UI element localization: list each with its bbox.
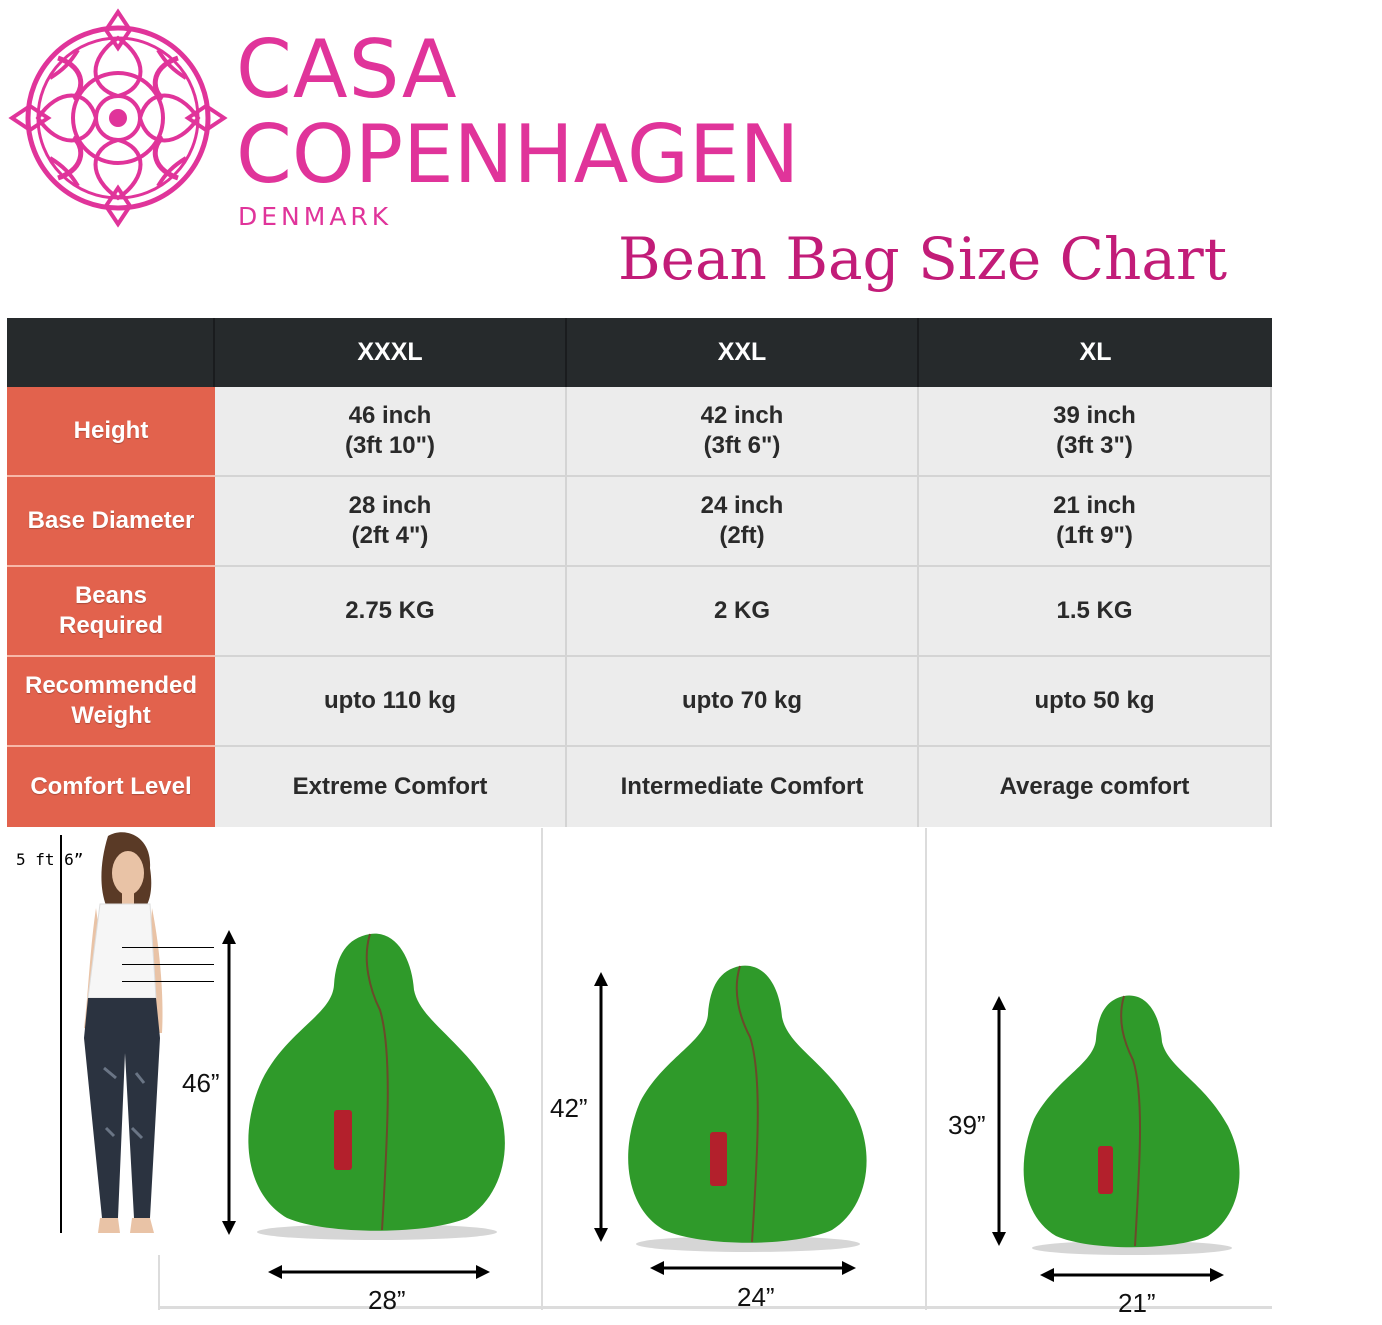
table-cell: upto 110 kg	[215, 657, 567, 747]
table-header-row: XXXL XXL XL	[7, 318, 1272, 387]
height-arrow-icon	[222, 930, 236, 1235]
column-header: XXL	[567, 318, 919, 387]
table-row: Recommended Weight upto 110 kg upto 70 k…	[7, 657, 1272, 747]
table-row: Base Diameter 28 inch (2ft 4") 24 inch (2f…	[7, 477, 1272, 567]
bean-bag-xxxl	[248, 933, 505, 1240]
table-cell: 1.5 KG	[919, 567, 1272, 657]
row-label: Recommended Weight	[7, 657, 215, 747]
table-cell: Intermediate Comfort	[567, 747, 919, 827]
column-header: XL	[919, 318, 1272, 387]
bag-height-label: 42”	[550, 1093, 588, 1123]
bag-height-label: 46”	[182, 1068, 220, 1098]
table-cell: 42 inch (3ft 6")	[567, 387, 919, 477]
bag-width-label: 24”	[737, 1282, 775, 1312]
table-row: Height 46 inch (3ft 10") 42 inch (3ft 6") …	[7, 387, 1272, 477]
row-label: Comfort Level	[7, 747, 215, 827]
reference-line	[122, 947, 214, 948]
table-cell: Average comfort	[919, 747, 1272, 827]
brand-country: DENMARK	[238, 202, 393, 231]
table-cell: 28 inch (2ft 4")	[215, 477, 567, 567]
person-height-label: 5 ft 6”	[16, 850, 84, 869]
bean-bag-xxl	[628, 965, 867, 1252]
table-cell: Extreme Comfort	[215, 747, 567, 827]
row-label: Base Diameter	[7, 477, 215, 567]
person-height-line	[60, 835, 62, 1233]
brand-name-line2: COPENHAGEN	[236, 108, 800, 201]
panel-divider	[925, 828, 927, 1310]
table-cell: upto 50 kg	[919, 657, 1272, 747]
size-table: XXXL XXL XL Height 46 inch (3ft 10") 42 i…	[7, 318, 1272, 827]
table-cell: 2.75 KG	[215, 567, 567, 657]
reference-line	[122, 964, 214, 965]
width-arrow-icon	[268, 1265, 490, 1279]
width-arrow-icon	[650, 1261, 856, 1275]
row-label: Height	[7, 387, 215, 477]
row-label: Beans Required	[7, 567, 215, 657]
height-arrow-icon	[992, 996, 1006, 1246]
table-cell: 46 inch (3ft 10")	[215, 387, 567, 477]
bag-width-label: 28”	[368, 1285, 406, 1315]
height-arrow-icon	[594, 972, 608, 1242]
table-cell: 39 inch (3ft 3")	[919, 387, 1272, 477]
table-cell: 24 inch (2ft)	[567, 477, 919, 567]
reference-line	[122, 981, 214, 982]
bag-height-label: 39”	[948, 1110, 986, 1140]
bean-bag-xl	[1023, 995, 1240, 1255]
table-row: Comfort Level Extreme Comfort Intermedia…	[7, 747, 1272, 827]
column-header: XXXL	[215, 318, 567, 387]
table-cell: 21 inch (1ft 9")	[919, 477, 1272, 567]
table-cell: upto 70 kg	[567, 657, 919, 747]
table-cell: 2 KG	[567, 567, 919, 657]
panel-divider	[158, 1255, 160, 1310]
page-title: Bean Bag Size Chart	[618, 225, 1228, 293]
width-arrow-icon	[1040, 1268, 1224, 1282]
header-corner	[7, 318, 215, 387]
bag-width-label: 21”	[1118, 1288, 1156, 1318]
logo-medallion-icon	[8, 8, 228, 228]
person-figure	[70, 828, 170, 1238]
table-row: Beans Required 2.75 KG 2 KG 1.5 KG	[7, 567, 1272, 657]
panel-baseline	[158, 1306, 1272, 1309]
panel-divider	[541, 828, 543, 1310]
brand-name-line1: CASA	[236, 23, 458, 116]
